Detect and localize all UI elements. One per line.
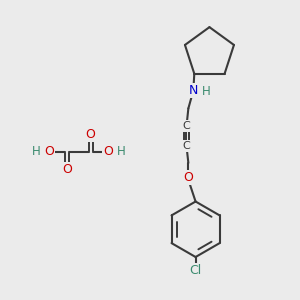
Text: O: O (103, 146, 113, 158)
Text: O: O (44, 146, 54, 158)
Text: H: H (117, 146, 126, 158)
Text: O: O (85, 128, 95, 141)
Text: N: N (189, 84, 198, 97)
Text: C: C (182, 121, 190, 131)
Text: O: O (62, 163, 72, 176)
Text: H: H (202, 85, 211, 98)
Text: Cl: Cl (189, 264, 202, 278)
Text: C: C (182, 141, 190, 151)
Text: H: H (32, 146, 40, 158)
Text: O: O (183, 171, 193, 184)
